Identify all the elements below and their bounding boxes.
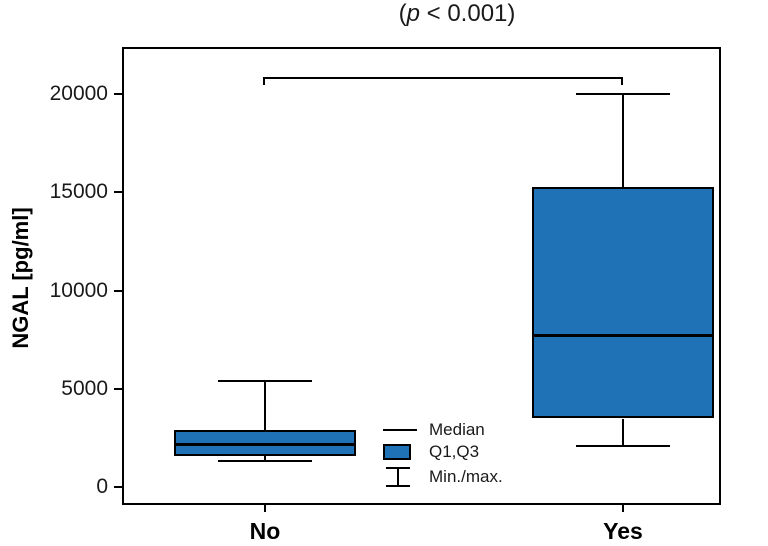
y-axis-tick: [114, 289, 122, 292]
y-tick-label: 5000: [61, 377, 108, 401]
y-axis-tick: [114, 93, 122, 96]
iqr-box-yes: [532, 186, 714, 419]
y-tick-label: 15000: [49, 180, 108, 204]
median-line-icon: [383, 429, 421, 431]
title-p-stat: p: [406, 0, 420, 27]
chart-title: (p < 0.001): [399, 1, 516, 27]
legend-item-minmax: Min./max.: [383, 464, 503, 490]
lower-whisker: [622, 418, 624, 447]
x-category-label: Yes: [603, 518, 643, 544]
y-tick-label: 0: [96, 475, 108, 499]
upper-whisker: [264, 381, 266, 431]
lower-whisker: [264, 455, 266, 461]
x-axis-tick: [622, 505, 624, 512]
q1q3-box-icon: [383, 443, 421, 460]
min-cap: [218, 459, 312, 462]
legend-item-q1q3: Q1,Q3: [383, 441, 503, 462]
x-category-label: No: [249, 518, 281, 544]
title-paren-open: (: [398, 0, 407, 27]
y-axis-tick: [114, 388, 122, 391]
y-tick-label: 20000: [49, 82, 108, 106]
max-cap: [576, 93, 670, 96]
legend-label-q1q3: Q1,Q3: [429, 441, 480, 461]
legend-label-minmax: Min./max.: [429, 467, 503, 486]
y-axis-tick: [114, 191, 122, 194]
significance-bracket: [263, 77, 623, 85]
legend-item-median: Median: [383, 420, 503, 440]
median-line: [532, 334, 714, 338]
upper-whisker: [622, 94, 624, 187]
legend: Median Q1,Q3 Min./max.: [383, 420, 503, 490]
max-cap: [218, 380, 312, 383]
median-line: [174, 442, 356, 446]
y-axis-tick: [114, 486, 122, 489]
legend-label-median: Median: [429, 420, 485, 439]
x-axis-tick: [264, 505, 266, 512]
minmax-whisker-icon: [383, 465, 421, 489]
min-cap: [576, 445, 670, 448]
y-tick-label: 10000: [49, 278, 108, 302]
title-value: < 0.001): [419, 0, 516, 27]
